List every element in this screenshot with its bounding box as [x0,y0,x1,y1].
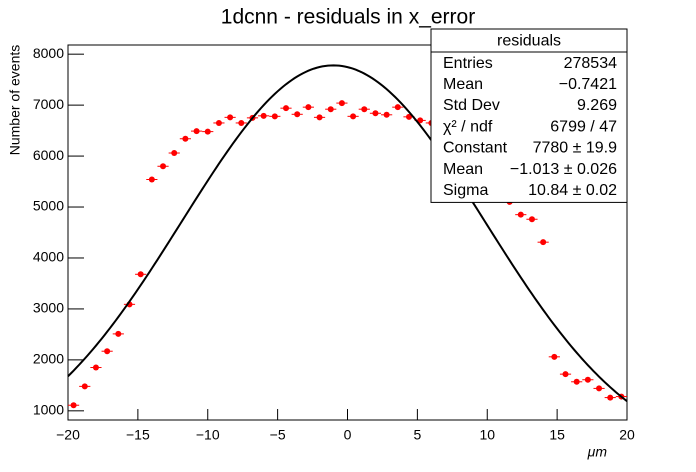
y-tick-label: 1000 [33,402,64,418]
data-point [305,104,312,111]
data-point [596,385,603,392]
data-point [338,100,345,107]
data-point [551,353,558,360]
x-tick-label: 10 [479,427,495,443]
data-point [148,176,155,183]
stats-label: Std Dev [443,97,500,114]
y-tick-label: 3000 [33,300,64,316]
stats-value: −1.013 ± 0.026 [510,161,617,178]
data-point [215,119,222,126]
stats-value: 278534 [564,55,617,72]
data-point [607,394,614,401]
data-point [383,111,390,118]
stats-label: Mean [443,161,483,178]
data-point [182,135,189,142]
data-point [81,383,88,390]
data-point [372,110,379,117]
stats-label: Entries [443,55,493,72]
data-point [137,271,144,278]
x-tick-label: 20 [619,427,635,443]
data-point [227,114,234,121]
data-point [70,402,77,409]
y-tick-label: 4000 [33,249,64,265]
data-point [528,216,535,223]
data-point [405,113,412,120]
x-tick-label: 5 [413,427,421,443]
data-point [294,111,301,118]
data-point [584,376,591,383]
data-point [283,105,290,112]
x-tick-label: 15 [549,427,565,443]
x-tick-label: 0 [344,427,352,443]
data-point [394,104,401,111]
data-point [160,163,167,170]
stats-value: 10.84 ± 0.02 [528,182,617,199]
data-point [562,371,569,378]
data-point [171,150,178,157]
y-tick-label: 8000 [33,45,64,61]
x-tick-label: −10 [196,427,220,443]
stats-box [430,28,628,203]
stats-label: χ² / ndf [443,118,493,135]
x-axis-label: μm [587,444,608,460]
y-tick-label: 6000 [33,147,64,163]
y-tick-label: 2000 [33,351,64,367]
x-tick-label: −15 [126,427,150,443]
data-point [361,106,368,113]
data-point [540,239,547,246]
data-point [115,330,122,337]
stats-value: 6799 / 47 [550,118,617,135]
data-point [193,128,200,135]
chart-title: 1dcnn - residuals in x_error [221,6,475,29]
x-tick-label: −5 [270,427,286,443]
stats-title: residuals [497,33,561,50]
data-point [573,378,580,385]
data-point [104,348,111,355]
data-point [92,364,99,371]
data-point [204,128,211,135]
data-point [238,119,245,126]
data-point [350,113,357,120]
y-tick-label: 5000 [33,198,64,214]
stats-label: Sigma [443,182,488,199]
stats-value: 7780 ± 19.9 [533,140,618,157]
stats-value: 9.269 [577,97,617,114]
y-axis-label: Number of events [7,45,23,156]
data-point [327,106,334,113]
data-point [260,112,267,119]
y-tick-label: 7000 [33,96,64,112]
x-tick-label: −20 [56,427,80,443]
data-point [271,113,278,120]
data-point [316,114,323,121]
fit-curve [67,64,628,403]
stats-value: −0.7421 [559,76,617,93]
stats-label: Constant [443,140,508,157]
data-point [517,211,524,218]
data-point [417,117,424,124]
stats-label: Mean [443,76,483,93]
